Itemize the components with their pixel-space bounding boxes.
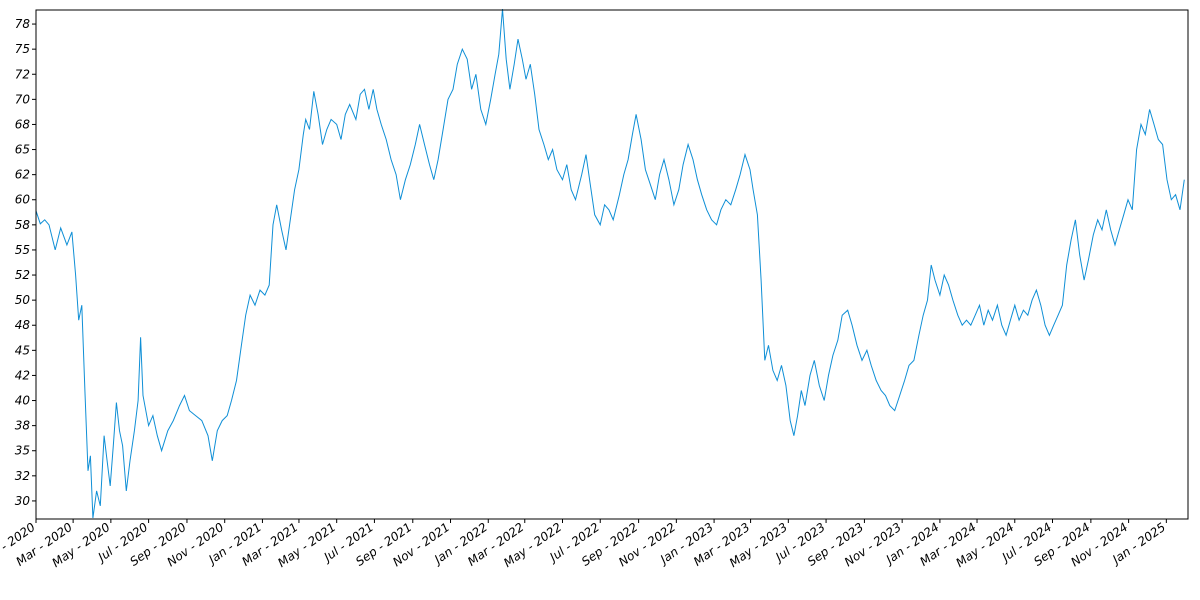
- y-tick-label: 52: [15, 268, 30, 282]
- y-tick-label: 72: [15, 67, 30, 81]
- y-tick-label: 45: [15, 343, 30, 357]
- plot-frame: [35, 9, 1189, 520]
- y-axis: 30 32 35 38 40 42 45 48 50 52 55 58 60 62 65 68 70 72 75 78: [15, 17, 36, 508]
- y-tick-label: 32: [15, 469, 30, 483]
- y-tick-label: 58: [15, 218, 31, 232]
- y-tick-label: 40: [15, 394, 31, 408]
- y-tick-label: 42: [15, 368, 30, 382]
- y-tick-label: 30: [15, 494, 31, 508]
- y-tick-label: 50: [15, 293, 31, 307]
- y-tick-label: 60: [15, 193, 31, 207]
- y-tick-label: 75: [15, 42, 30, 56]
- y-tick-label: 55: [15, 243, 30, 257]
- y-tick-label: 62: [15, 168, 30, 182]
- y-tick-label: 68: [15, 117, 31, 131]
- y-tick-label: 70: [15, 92, 31, 106]
- y-tick-label: 65: [15, 143, 30, 157]
- y-tick-label: 38: [15, 419, 31, 433]
- y-tick-label: 78: [15, 17, 31, 31]
- y-tick-label: 48: [15, 318, 31, 332]
- series-line: [35, 8, 1185, 519]
- y-tick-label: 35: [15, 444, 30, 458]
